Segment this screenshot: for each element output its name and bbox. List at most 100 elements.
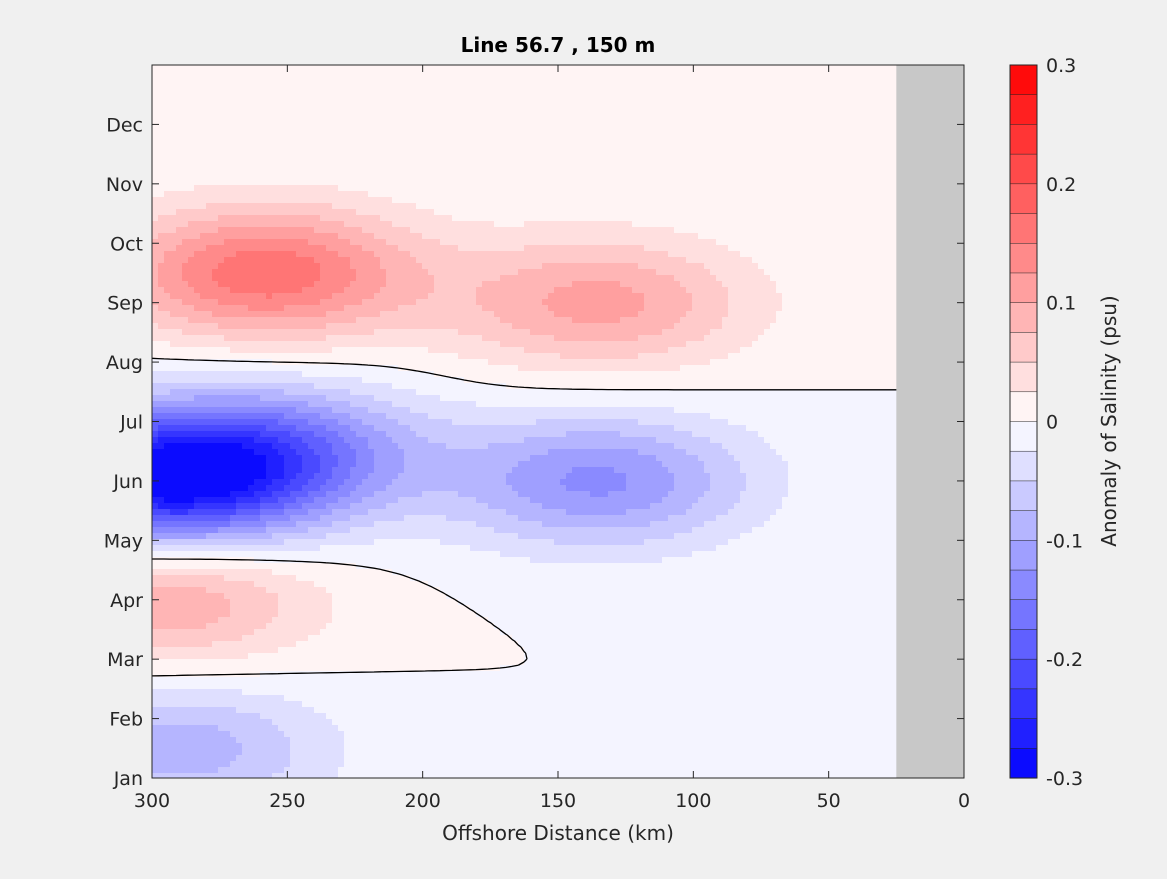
- contour-cell: [350, 167, 357, 174]
- contour-cell: [680, 173, 687, 180]
- contour-cell: [362, 131, 369, 138]
- contour-cell: [488, 275, 495, 282]
- contour-cell: [218, 269, 225, 276]
- contour-cell: [398, 95, 405, 102]
- contour-cell: [860, 65, 867, 72]
- contour-cell: [752, 137, 759, 144]
- contour-cell: [602, 83, 609, 90]
- contour-cell: [272, 269, 279, 276]
- contour-cell: [770, 161, 777, 168]
- contour-cell: [494, 155, 501, 162]
- contour-cell: [560, 251, 567, 258]
- contour-cell: [764, 71, 771, 78]
- contour-cell: [692, 275, 699, 282]
- contour-cell: [218, 197, 225, 204]
- contour-cell: [764, 203, 771, 210]
- contour-cell: [386, 95, 393, 102]
- contour-cell: [752, 131, 759, 138]
- contour-cell: [446, 215, 453, 222]
- contour-cell: [302, 161, 309, 168]
- contour-cell: [722, 155, 729, 162]
- contour-cell: [344, 149, 351, 156]
- contour-cell: [308, 221, 315, 228]
- contour-cell: [272, 95, 279, 102]
- contour-cell: [314, 137, 321, 144]
- contour-cell: [278, 275, 285, 282]
- contour-cell: [860, 257, 867, 264]
- contour-cell: [686, 221, 693, 228]
- contour-cell: [338, 125, 345, 132]
- contour-cell: [542, 131, 549, 138]
- contour-cell: [224, 245, 231, 252]
- contour-cell: [848, 245, 855, 252]
- contour-cell: [764, 245, 771, 252]
- contour-cell: [302, 185, 309, 192]
- contour-cell: [740, 101, 747, 108]
- contour-cell: [620, 269, 627, 276]
- contour-cell: [764, 221, 771, 228]
- contour-cell: [266, 197, 273, 204]
- contour-cell: [620, 101, 627, 108]
- contour-cell: [860, 107, 867, 114]
- contour-cell: [764, 161, 771, 168]
- contour-cell: [854, 125, 861, 132]
- contour-cell: [866, 239, 873, 246]
- contour-cell: [668, 125, 675, 132]
- contour-cell: [776, 269, 783, 276]
- contour-cell: [470, 239, 477, 246]
- contour-cell: [308, 227, 315, 234]
- contour-cell: [242, 113, 249, 120]
- contour-cell: [596, 113, 603, 120]
- contour-cell: [344, 89, 351, 96]
- contour-cell: [764, 83, 771, 90]
- contour-cell: [176, 167, 183, 174]
- contour-cell: [374, 119, 381, 126]
- contour-cell: [284, 239, 291, 246]
- contour-cell: [740, 245, 747, 252]
- contour-cell: [398, 125, 405, 132]
- contour-cell: [770, 221, 777, 228]
- contour-cell: [170, 137, 177, 144]
- contour-cell: [704, 167, 711, 174]
- contour-cell: [836, 71, 843, 78]
- contour-cell: [878, 107, 885, 114]
- contour-cell: [380, 71, 387, 78]
- contour-cell: [710, 137, 717, 144]
- contour-cell: [278, 83, 285, 90]
- contour-cell: [470, 173, 477, 180]
- contour-cell: [404, 167, 411, 174]
- contour-cell: [338, 101, 345, 108]
- contour-cell: [512, 89, 519, 96]
- contour-cell: [782, 197, 789, 204]
- contour-cell: [266, 215, 273, 222]
- contour-cell: [590, 233, 597, 240]
- contour-cell: [254, 113, 261, 120]
- contour-cell: [212, 131, 219, 138]
- contour-cell: [206, 221, 213, 228]
- contour-cell: [464, 275, 471, 282]
- contour-cell: [476, 245, 483, 252]
- contour-cell: [842, 149, 849, 156]
- contour-cell: [254, 131, 261, 138]
- contour-cell: [266, 107, 273, 114]
- contour-cell: [506, 167, 513, 174]
- contour-cell: [272, 65, 279, 72]
- contour-cell: [272, 263, 279, 270]
- contour-cell: [494, 227, 501, 234]
- contour-cell: [164, 107, 171, 114]
- contour-cell: [320, 251, 327, 258]
- contour-cell: [872, 269, 879, 276]
- contour-cell: [788, 263, 795, 270]
- contour-cell: [782, 257, 789, 264]
- contour-cell: [368, 95, 375, 102]
- contour-cell: [662, 65, 669, 72]
- contour-cell: [416, 71, 423, 78]
- contour-cell: [836, 209, 843, 216]
- contour-cell: [884, 161, 891, 168]
- contour-cell: [818, 269, 825, 276]
- contour-cell: [380, 239, 387, 246]
- contour-cell: [326, 65, 333, 72]
- contour-cell: [416, 95, 423, 102]
- contour-cell: [842, 215, 849, 222]
- contour-cell: [806, 245, 813, 252]
